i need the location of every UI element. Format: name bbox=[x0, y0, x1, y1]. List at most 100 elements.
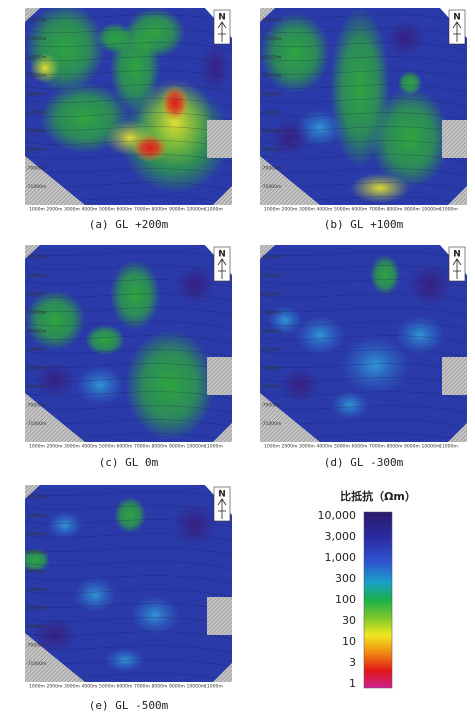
contour-line bbox=[25, 14, 232, 23]
contour-line bbox=[25, 293, 232, 302]
y-axis-label: -69000m bbox=[26, 384, 46, 390]
contour-line bbox=[25, 491, 232, 500]
contour-line bbox=[260, 56, 467, 65]
y-axis-label: -67000m bbox=[26, 110, 46, 116]
x-axis-label: 6000m bbox=[117, 684, 133, 690]
x-axis-label: 5000m bbox=[99, 444, 115, 450]
resistivity-zone bbox=[30, 53, 60, 83]
contour-line bbox=[25, 377, 232, 386]
legend-label: 1 bbox=[349, 677, 356, 690]
x-axis-label: 6000m bbox=[352, 207, 368, 213]
y-axis-label: -63000m bbox=[261, 273, 281, 279]
y-axis-label: -68000m bbox=[26, 606, 46, 612]
resistivity-zone bbox=[340, 335, 410, 395]
resistivity-zone bbox=[125, 330, 215, 440]
y-axis-label: -71000m bbox=[26, 661, 46, 667]
resistivity-zone bbox=[75, 365, 125, 405]
x-axis-label: 4000m bbox=[82, 207, 98, 213]
contour-line bbox=[25, 603, 232, 612]
x-axis-label: 4000m bbox=[317, 207, 333, 213]
x-axis-label: 6000m bbox=[117, 207, 133, 213]
map-panel: N -62000m -63000m -64000m -65000m -66000m -670… bbox=[25, 8, 232, 213]
x-axis-label: 2000m bbox=[47, 207, 63, 213]
contour-line bbox=[260, 307, 467, 316]
x-axis-label: 7000m bbox=[134, 684, 150, 690]
resistivity-zone bbox=[25, 548, 50, 572]
x-axis-label: 10000m bbox=[422, 444, 441, 450]
contour-line bbox=[25, 575, 232, 584]
resistivity-zone bbox=[105, 648, 145, 672]
y-axis-label: -66000m bbox=[26, 92, 46, 98]
legend-label: 10,000 bbox=[318, 509, 357, 522]
x-axis-label: 8000m bbox=[152, 207, 168, 213]
map-panel: N -62000m -63000m -64000m -65000m -66000m -670… bbox=[260, 245, 467, 450]
x-axis-label: 2000m bbox=[282, 444, 298, 450]
north-arrow bbox=[217, 498, 227, 519]
contour-line bbox=[25, 265, 232, 274]
contour-line bbox=[25, 519, 232, 528]
north-label: N bbox=[218, 490, 226, 500]
contour-line bbox=[25, 533, 232, 542]
y-axis-label: -65000m bbox=[261, 310, 281, 316]
contour-line bbox=[25, 321, 232, 330]
resistivity-zone bbox=[130, 595, 180, 635]
y-axis-label: -65000m bbox=[261, 73, 281, 79]
north-arrow bbox=[452, 258, 462, 279]
y-axis-label: -67000m bbox=[261, 110, 281, 116]
y-axis-label: -64000m bbox=[261, 292, 281, 298]
y-axis-label: -65000m bbox=[26, 73, 46, 79]
resistivity-zone bbox=[173, 503, 217, 547]
x-axis-label: 3000m bbox=[64, 444, 80, 450]
resistivity-zone bbox=[73, 577, 117, 613]
x-axis-label: 1000m bbox=[29, 444, 45, 450]
x-axis-label: 10000m bbox=[187, 207, 206, 213]
contour-line bbox=[25, 589, 232, 598]
y-axis-label: -69000m bbox=[261, 384, 281, 390]
contour-line bbox=[25, 70, 232, 79]
x-axis-label: 8000m bbox=[387, 444, 403, 450]
contour-line bbox=[260, 321, 467, 330]
y-axis-label: -67000m bbox=[261, 347, 281, 353]
north-arrow bbox=[217, 258, 227, 279]
resistivity-zone bbox=[175, 265, 215, 305]
x-axis-label: 11000m bbox=[439, 444, 458, 450]
y-axis-label: -71000m bbox=[261, 421, 281, 427]
contour-line bbox=[25, 335, 232, 344]
panel-caption: (a) GL +200m bbox=[89, 218, 169, 231]
legend-label: 100 bbox=[335, 593, 356, 606]
x-axis-label: 9000m bbox=[404, 444, 420, 450]
y-axis-label: -67000m bbox=[26, 347, 46, 353]
resistivity-zone bbox=[408, 263, 452, 307]
x-axis-label: 9000m bbox=[404, 207, 420, 213]
contour-line bbox=[260, 377, 467, 386]
contour-line bbox=[260, 140, 467, 149]
contour-line bbox=[25, 251, 232, 260]
x-axis-label: 9000m bbox=[169, 684, 185, 690]
contour-line bbox=[260, 126, 467, 135]
x-axis-label: 8000m bbox=[387, 207, 403, 213]
y-axis-label: -62000m bbox=[26, 255, 46, 261]
map-panel: N -62000m -63000m -64000m -65000m -66000m -670… bbox=[25, 245, 232, 450]
panel-caption: (b) GL +100m bbox=[324, 218, 404, 231]
y-axis-label: -70000m bbox=[261, 403, 281, 409]
resistivity-zone bbox=[47, 511, 83, 539]
contour-line bbox=[25, 363, 232, 372]
resistivity-field bbox=[260, 251, 467, 442]
north-label: N bbox=[453, 13, 461, 23]
x-axis-label: 3000m bbox=[299, 444, 315, 450]
y-axis-label: -66000m bbox=[26, 329, 46, 335]
x-axis-label: 5000m bbox=[99, 207, 115, 213]
x-axis-label: 9000m bbox=[169, 444, 185, 450]
resistivity-zone bbox=[25, 290, 85, 350]
x-axis-label: 6000m bbox=[352, 444, 368, 450]
x-axis-label: 2000m bbox=[47, 444, 63, 450]
y-axis-label: -64000m bbox=[26, 532, 46, 538]
y-axis-label: -66000m bbox=[261, 329, 281, 335]
north-arrow bbox=[452, 21, 462, 42]
contour-line bbox=[25, 42, 232, 51]
contour-line bbox=[25, 98, 232, 107]
contour-line bbox=[25, 56, 232, 65]
resistivity-zone bbox=[33, 617, 77, 653]
y-axis-label: -62000m bbox=[261, 18, 281, 24]
